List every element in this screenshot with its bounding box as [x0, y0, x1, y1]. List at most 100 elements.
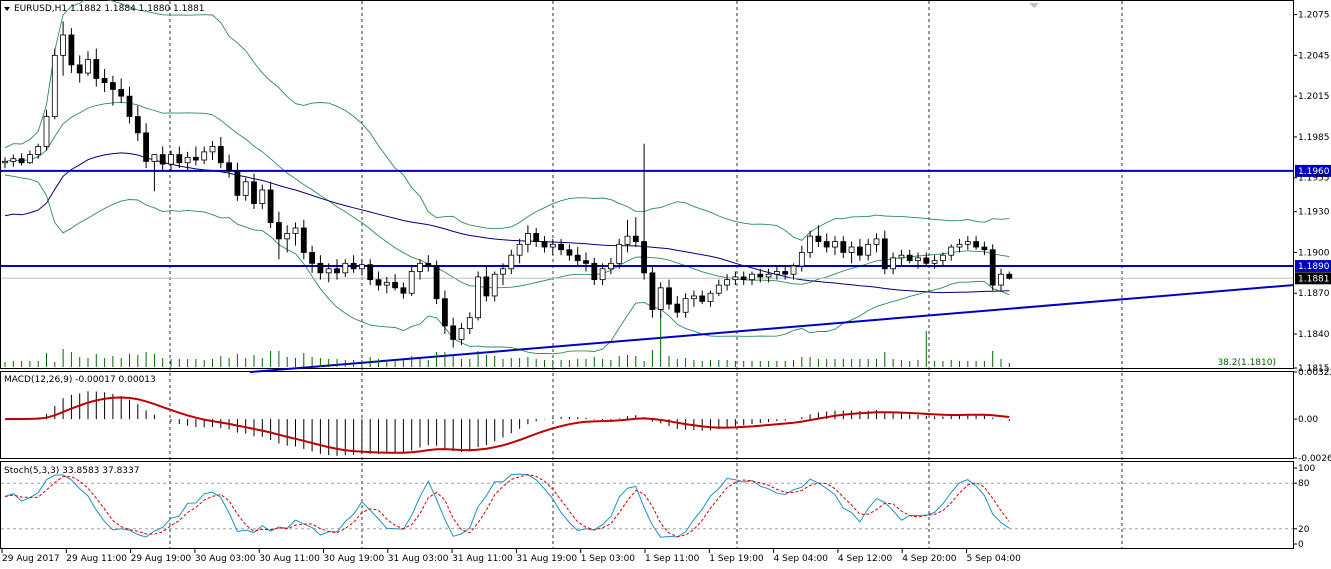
candle [682, 293, 689, 318]
horizontal-levels[interactable]: 1.1960 1.1890 1.1881 [1, 164, 1331, 374]
candle [26, 150, 33, 165]
candle-body [325, 268, 332, 274]
price-tick-label: 1.2045 [1298, 51, 1330, 61]
candle-body [732, 276, 739, 281]
candle-body [51, 54, 58, 117]
shift-marker-icon[interactable] [1029, 3, 1039, 8]
candle-body [491, 273, 498, 297]
candle-body [798, 252, 805, 267]
candle-body [300, 227, 307, 253]
candle [458, 323, 465, 345]
candle [649, 266, 656, 318]
time-tick-label: 31 Aug 19:00 [516, 554, 577, 564]
candle-body [85, 59, 91, 74]
price-tick-label: 1.1985 [1298, 133, 1330, 143]
candle-body [857, 246, 863, 256]
current-price-tag-bg [1295, 272, 1331, 285]
bollinger-lower [4, 174, 1010, 355]
candlesticks [2, 21, 1013, 348]
price-tick-label: 1.1815 [1298, 364, 1330, 374]
level-tag: 1.1890 [1295, 260, 1331, 273]
candle-body [1006, 273, 1013, 279]
candle [93, 48, 100, 87]
candle-body [906, 254, 913, 262]
level-tag-text: 1.1890 [1298, 262, 1330, 272]
macd-signal-line [4, 396, 1010, 454]
time-tick-label: 1 Sep 11:00 [645, 554, 700, 564]
dropdown-arrow-icon[interactable] [4, 7, 10, 11]
candle [234, 162, 241, 201]
candle-body [408, 271, 415, 294]
candle-body [93, 59, 100, 79]
candle-body [2, 160, 8, 164]
candle-body [450, 325, 457, 340]
candle-body [68, 34, 75, 66]
candle-body [176, 154, 183, 164]
candle-body [931, 260, 938, 264]
candle-body [699, 295, 706, 302]
candle [674, 295, 681, 318]
candle [707, 290, 714, 307]
candle-body [657, 287, 664, 310]
candle-body [342, 262, 349, 274]
candle [881, 230, 888, 275]
candle-body [757, 273, 764, 278]
candle [317, 255, 324, 280]
candle [151, 154, 158, 192]
stoch-tick-label: 100 [1298, 464, 1315, 474]
candle-body [641, 241, 647, 274]
candle [267, 181, 274, 228]
candle-body [981, 246, 988, 251]
moving-average-line [4, 152, 1010, 294]
time-axis: 29 Aug 2017 29 Aug 11:00 29 Aug 19:00 30 Au… [1, 549, 1021, 564]
candle [491, 271, 498, 302]
candle [85, 51, 91, 76]
candle [699, 290, 706, 305]
stoch-tick-label: 20 [1298, 525, 1310, 535]
candle [18, 153, 25, 166]
candle-body [815, 235, 822, 242]
time-tick-label: 30 Aug 03:00 [195, 554, 256, 564]
candle [574, 247, 581, 267]
candle-body [765, 273, 772, 278]
candle-body [632, 235, 639, 242]
candle-body [201, 151, 208, 161]
candle [500, 263, 506, 286]
candle-body [541, 241, 548, 248]
candle [691, 290, 697, 307]
macd-panel[interactable] [0, 371, 1294, 459]
stoch-d-line [4, 473, 1010, 538]
candle-body [533, 233, 540, 242]
candle-body [441, 298, 448, 327]
candle-body [334, 268, 340, 274]
candle-body [209, 146, 216, 153]
candle-body [101, 78, 108, 83]
candle [832, 236, 838, 256]
candle-body [367, 264, 374, 281]
moving-average [4, 152, 1010, 294]
candle-body [350, 262, 357, 270]
candle-body [317, 262, 324, 274]
candle [840, 236, 847, 258]
candle-body [417, 262, 423, 272]
candle-body [483, 276, 490, 297]
candle [300, 219, 307, 260]
candle-body [10, 158, 17, 162]
candle-body [475, 276, 482, 319]
candle-body [989, 249, 996, 286]
candle-body [525, 233, 531, 245]
candle [433, 260, 440, 305]
candle-body [740, 276, 747, 281]
candle [466, 312, 473, 335]
stoch-panel[interactable] [0, 461, 1294, 549]
candle [865, 238, 872, 261]
level-tag-bg [1295, 164, 1331, 177]
candle [583, 252, 589, 272]
candle [425, 255, 432, 272]
candle [110, 75, 116, 106]
candle [143, 123, 150, 169]
candle [599, 263, 606, 286]
candle [915, 252, 921, 269]
main-panel[interactable] [0, 0, 1294, 369]
